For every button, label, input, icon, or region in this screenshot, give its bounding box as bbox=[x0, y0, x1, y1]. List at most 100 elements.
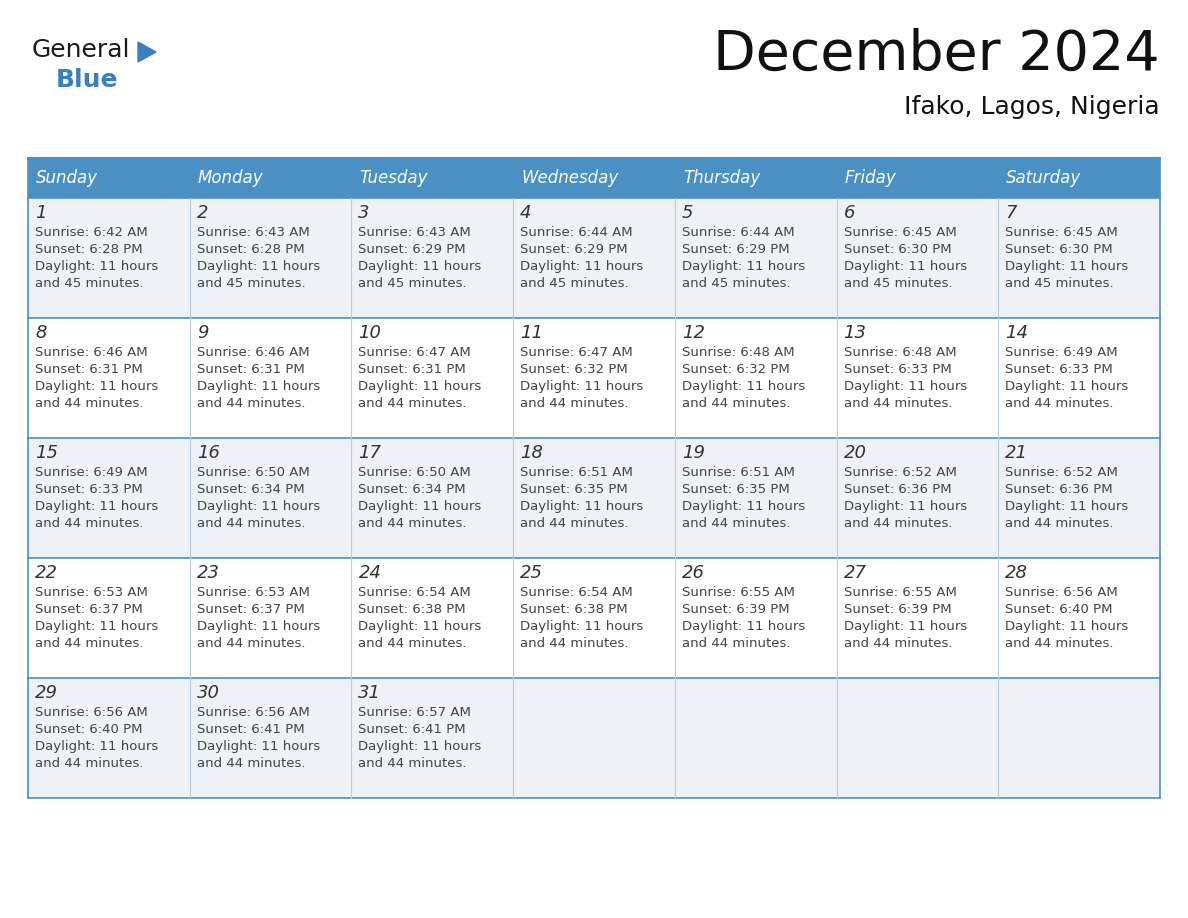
Text: Sunrise: 6:45 AM: Sunrise: 6:45 AM bbox=[1005, 226, 1118, 239]
Text: Sunrise: 6:52 AM: Sunrise: 6:52 AM bbox=[843, 466, 956, 479]
Bar bbox=[513, 438, 675, 558]
Text: and 44 minutes.: and 44 minutes. bbox=[843, 397, 952, 410]
Text: Daylight: 11 hours: Daylight: 11 hours bbox=[34, 740, 158, 753]
Text: Sunrise: 6:55 AM: Sunrise: 6:55 AM bbox=[843, 586, 956, 599]
Text: 16: 16 bbox=[197, 444, 220, 462]
Text: Daylight: 11 hours: Daylight: 11 hours bbox=[682, 620, 805, 633]
Text: 5: 5 bbox=[682, 204, 694, 222]
Text: Sunrise: 6:48 AM: Sunrise: 6:48 AM bbox=[843, 346, 956, 359]
Text: 15: 15 bbox=[34, 444, 58, 462]
Text: 12: 12 bbox=[682, 324, 704, 342]
Text: Sunrise: 6:56 AM: Sunrise: 6:56 AM bbox=[197, 706, 309, 719]
Text: Sunset: 6:40 PM: Sunset: 6:40 PM bbox=[1005, 603, 1113, 616]
Text: and 44 minutes.: and 44 minutes. bbox=[34, 397, 144, 410]
Text: and 44 minutes.: and 44 minutes. bbox=[843, 637, 952, 650]
Text: Sunday: Sunday bbox=[36, 169, 99, 187]
Text: Daylight: 11 hours: Daylight: 11 hours bbox=[359, 260, 481, 273]
Text: Sunrise: 6:48 AM: Sunrise: 6:48 AM bbox=[682, 346, 795, 359]
Text: Sunset: 6:30 PM: Sunset: 6:30 PM bbox=[1005, 243, 1113, 256]
Bar bbox=[190, 158, 352, 198]
Text: Sunset: 6:37 PM: Sunset: 6:37 PM bbox=[34, 603, 143, 616]
Text: 7: 7 bbox=[1005, 204, 1017, 222]
Text: 13: 13 bbox=[843, 324, 866, 342]
Text: Monday: Monday bbox=[197, 169, 264, 187]
Text: Daylight: 11 hours: Daylight: 11 hours bbox=[197, 500, 320, 513]
Text: Sunset: 6:31 PM: Sunset: 6:31 PM bbox=[34, 363, 143, 376]
Text: 11: 11 bbox=[520, 324, 543, 342]
Text: and 45 minutes.: and 45 minutes. bbox=[197, 277, 305, 290]
Text: Daylight: 11 hours: Daylight: 11 hours bbox=[1005, 380, 1129, 393]
Bar bbox=[190, 198, 352, 318]
Bar bbox=[352, 438, 513, 558]
Polygon shape bbox=[138, 42, 156, 62]
Text: 24: 24 bbox=[359, 564, 381, 582]
Text: Daylight: 11 hours: Daylight: 11 hours bbox=[34, 500, 158, 513]
Bar bbox=[190, 678, 352, 798]
Bar bbox=[998, 678, 1159, 798]
Text: Saturday: Saturday bbox=[1006, 169, 1081, 187]
Bar bbox=[352, 198, 513, 318]
Text: Sunrise: 6:53 AM: Sunrise: 6:53 AM bbox=[34, 586, 147, 599]
Text: 17: 17 bbox=[359, 444, 381, 462]
Text: Daylight: 11 hours: Daylight: 11 hours bbox=[520, 500, 644, 513]
Text: 18: 18 bbox=[520, 444, 543, 462]
Text: Daylight: 11 hours: Daylight: 11 hours bbox=[520, 380, 644, 393]
Text: Daylight: 11 hours: Daylight: 11 hours bbox=[1005, 260, 1129, 273]
Text: and 44 minutes.: and 44 minutes. bbox=[359, 517, 467, 530]
Bar bbox=[998, 198, 1159, 318]
Text: 4: 4 bbox=[520, 204, 532, 222]
Text: General: General bbox=[32, 38, 131, 62]
Text: Sunset: 6:32 PM: Sunset: 6:32 PM bbox=[682, 363, 790, 376]
Bar bbox=[513, 558, 675, 678]
Text: and 44 minutes.: and 44 minutes. bbox=[520, 637, 628, 650]
Text: Sunset: 6:34 PM: Sunset: 6:34 PM bbox=[359, 483, 466, 496]
Text: 31: 31 bbox=[359, 684, 381, 702]
Text: 30: 30 bbox=[197, 684, 220, 702]
Bar bbox=[998, 558, 1159, 678]
Text: Sunrise: 6:46 AM: Sunrise: 6:46 AM bbox=[34, 346, 147, 359]
Bar bbox=[29, 318, 190, 438]
Text: and 44 minutes.: and 44 minutes. bbox=[197, 757, 305, 770]
Text: Daylight: 11 hours: Daylight: 11 hours bbox=[1005, 500, 1129, 513]
Text: Daylight: 11 hours: Daylight: 11 hours bbox=[197, 380, 320, 393]
Bar bbox=[190, 438, 352, 558]
Text: 23: 23 bbox=[197, 564, 220, 582]
Bar bbox=[836, 558, 998, 678]
Text: Daylight: 11 hours: Daylight: 11 hours bbox=[34, 620, 158, 633]
Text: Daylight: 11 hours: Daylight: 11 hours bbox=[843, 380, 967, 393]
Text: Daylight: 11 hours: Daylight: 11 hours bbox=[359, 380, 481, 393]
Text: Sunrise: 6:56 AM: Sunrise: 6:56 AM bbox=[1005, 586, 1118, 599]
Text: and 45 minutes.: and 45 minutes. bbox=[520, 277, 628, 290]
Text: Sunset: 6:36 PM: Sunset: 6:36 PM bbox=[843, 483, 952, 496]
Text: Daylight: 11 hours: Daylight: 11 hours bbox=[843, 500, 967, 513]
Text: Sunset: 6:38 PM: Sunset: 6:38 PM bbox=[359, 603, 466, 616]
Bar bbox=[29, 438, 190, 558]
Text: and 44 minutes.: and 44 minutes. bbox=[682, 637, 790, 650]
Text: Sunset: 6:28 PM: Sunset: 6:28 PM bbox=[34, 243, 143, 256]
Bar bbox=[675, 158, 836, 198]
Text: and 44 minutes.: and 44 minutes. bbox=[682, 517, 790, 530]
Text: and 45 minutes.: and 45 minutes. bbox=[843, 277, 953, 290]
Text: Sunset: 6:38 PM: Sunset: 6:38 PM bbox=[520, 603, 627, 616]
Bar bbox=[29, 678, 190, 798]
Text: Sunset: 6:39 PM: Sunset: 6:39 PM bbox=[843, 603, 952, 616]
Text: Daylight: 11 hours: Daylight: 11 hours bbox=[34, 260, 158, 273]
Bar bbox=[836, 318, 998, 438]
Bar bbox=[352, 678, 513, 798]
Bar bbox=[998, 438, 1159, 558]
Text: 22: 22 bbox=[34, 564, 58, 582]
Text: 25: 25 bbox=[520, 564, 543, 582]
Bar bbox=[675, 678, 836, 798]
Bar bbox=[675, 558, 836, 678]
Text: 20: 20 bbox=[843, 444, 866, 462]
Text: Friday: Friday bbox=[845, 169, 896, 187]
Text: Sunrise: 6:54 AM: Sunrise: 6:54 AM bbox=[520, 586, 633, 599]
Text: Sunset: 6:31 PM: Sunset: 6:31 PM bbox=[197, 363, 304, 376]
Text: Sunrise: 6:52 AM: Sunrise: 6:52 AM bbox=[1005, 466, 1118, 479]
Bar bbox=[998, 158, 1159, 198]
Text: Sunrise: 6:49 AM: Sunrise: 6:49 AM bbox=[1005, 346, 1118, 359]
Text: 27: 27 bbox=[843, 564, 866, 582]
Text: Sunset: 6:30 PM: Sunset: 6:30 PM bbox=[843, 243, 952, 256]
Text: Daylight: 11 hours: Daylight: 11 hours bbox=[682, 260, 805, 273]
Bar bbox=[836, 198, 998, 318]
